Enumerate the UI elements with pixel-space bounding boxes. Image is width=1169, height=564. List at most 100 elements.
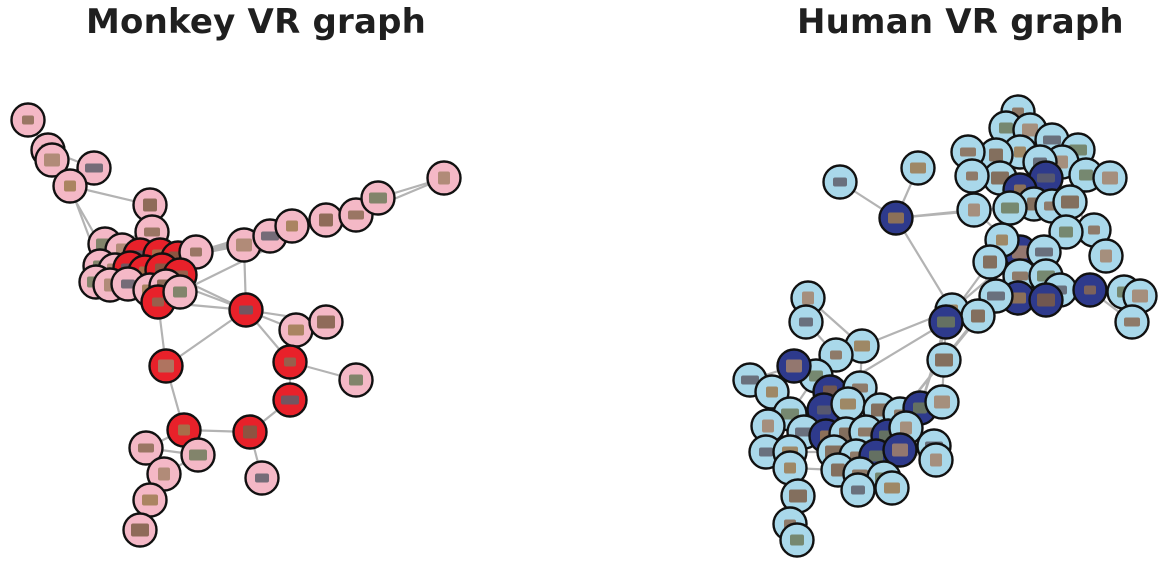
human-node bbox=[918, 442, 954, 478]
monkey-node-image-icon bbox=[158, 359, 174, 373]
human-node-image-icon bbox=[1037, 173, 1055, 183]
monkey-node-image-icon bbox=[286, 220, 298, 232]
human-node-image-icon bbox=[759, 447, 773, 457]
human-node-image-icon bbox=[996, 234, 1008, 246]
human-node-image-icon bbox=[786, 359, 802, 373]
human-node-image-icon bbox=[987, 291, 1005, 301]
human-node-image-icon bbox=[934, 395, 950, 409]
monkey-node-image-icon bbox=[190, 247, 202, 257]
monkey-node-image-icon bbox=[158, 467, 170, 481]
monkey-node-image-icon bbox=[369, 192, 387, 204]
monkey-node bbox=[278, 312, 314, 348]
human-node-image-icon bbox=[1124, 317, 1140, 327]
monkey-node bbox=[180, 437, 216, 473]
human-node bbox=[960, 298, 996, 334]
human-node bbox=[924, 384, 960, 420]
monkey-node bbox=[308, 202, 344, 238]
human-node-image-icon bbox=[1088, 225, 1100, 235]
human-node-image-icon bbox=[799, 317, 813, 327]
human-node-image-icon bbox=[1037, 293, 1055, 307]
human-node-image-icon bbox=[781, 408, 799, 420]
monkey-node-image-icon bbox=[255, 473, 269, 483]
monkey-highlighted-node bbox=[272, 382, 308, 418]
human-node-image-icon bbox=[1059, 226, 1073, 238]
human-node bbox=[956, 192, 992, 228]
monkey-node-image-icon bbox=[319, 213, 333, 227]
human-node bbox=[900, 150, 936, 186]
human-node-image-icon bbox=[854, 340, 870, 352]
monkey-node bbox=[338, 362, 374, 398]
monkey-highlighted-node bbox=[148, 348, 184, 384]
human-highlighted-node bbox=[882, 432, 918, 468]
human-node-image-icon bbox=[1102, 171, 1118, 185]
monkey-highlighted-node bbox=[166, 412, 202, 448]
monkey-node-image-icon bbox=[348, 210, 364, 220]
human-node-image-icon bbox=[784, 462, 796, 474]
human-node-image-icon bbox=[989, 148, 1003, 162]
monkey-node-image-icon bbox=[143, 198, 157, 212]
human-node-image-icon bbox=[913, 402, 927, 414]
monkey-node bbox=[162, 274, 198, 310]
monkey-node bbox=[122, 512, 158, 548]
human-node-image-icon bbox=[1100, 249, 1112, 263]
human-node-image-icon bbox=[830, 350, 842, 360]
human-node-image-icon bbox=[884, 482, 900, 494]
monkey-node-image-icon bbox=[178, 424, 190, 436]
human-node bbox=[972, 244, 1008, 280]
human-node bbox=[954, 158, 990, 194]
human-node-image-icon bbox=[983, 255, 997, 269]
human-node bbox=[1092, 160, 1128, 196]
monkey-node-image-icon bbox=[138, 443, 154, 453]
monkey-node-image-icon bbox=[284, 357, 296, 367]
human-node-image-icon bbox=[1014, 146, 1026, 158]
human-node-image-icon bbox=[1012, 271, 1028, 281]
monkey-node bbox=[226, 227, 262, 263]
monkey-highlighted-node bbox=[272, 344, 308, 380]
human-node-image-icon bbox=[991, 171, 1009, 185]
human-node-image-icon bbox=[888, 212, 904, 224]
human-node bbox=[874, 470, 910, 506]
human-highlighted-node bbox=[878, 200, 914, 236]
monkey-node bbox=[360, 180, 396, 216]
monkey-highlighted-node bbox=[232, 414, 268, 450]
monkey-node-image-icon bbox=[144, 227, 160, 237]
monkey-node-image-icon bbox=[189, 449, 207, 461]
human-node-image-icon bbox=[966, 171, 978, 181]
monkey-node bbox=[244, 460, 280, 496]
monkey-node-image-icon bbox=[85, 163, 103, 173]
monkey-node-image-icon bbox=[243, 425, 257, 439]
human-node-image-icon bbox=[817, 405, 831, 415]
human-node-image-icon bbox=[833, 177, 847, 187]
monkey-node bbox=[308, 304, 344, 340]
monkey-node bbox=[10, 102, 46, 138]
human-node-image-icon bbox=[930, 453, 942, 467]
human-node-image-icon bbox=[999, 122, 1013, 134]
human-network-graph bbox=[732, 94, 1158, 558]
monkey-node bbox=[128, 430, 164, 466]
human-node-image-icon bbox=[741, 375, 759, 385]
monkey-node bbox=[132, 482, 168, 518]
human-node-image-icon bbox=[968, 203, 980, 217]
human-node bbox=[822, 164, 858, 200]
monkey-nodes bbox=[10, 102, 462, 548]
human-nodes bbox=[732, 94, 1158, 558]
human-node-image-icon bbox=[840, 398, 856, 410]
human-node bbox=[1088, 238, 1124, 274]
human-node-image-icon bbox=[900, 421, 912, 435]
human-node bbox=[844, 328, 880, 364]
human-node-image-icon bbox=[858, 427, 874, 437]
human-node bbox=[1076, 212, 1112, 248]
human-node-image-icon bbox=[1043, 135, 1061, 145]
human-node bbox=[788, 304, 824, 340]
human-node-image-icon bbox=[851, 485, 865, 495]
monkey-node-image-icon bbox=[281, 395, 299, 405]
human-node-image-icon bbox=[869, 450, 883, 462]
monkey-node-image-icon bbox=[261, 231, 279, 241]
human-highlighted-node bbox=[1028, 282, 1064, 318]
monkey-node bbox=[76, 150, 112, 186]
human-node-image-icon bbox=[1084, 285, 1096, 295]
human-node bbox=[1114, 304, 1150, 340]
human-highlighted-node bbox=[1072, 272, 1108, 308]
human-node-image-icon bbox=[789, 489, 807, 503]
